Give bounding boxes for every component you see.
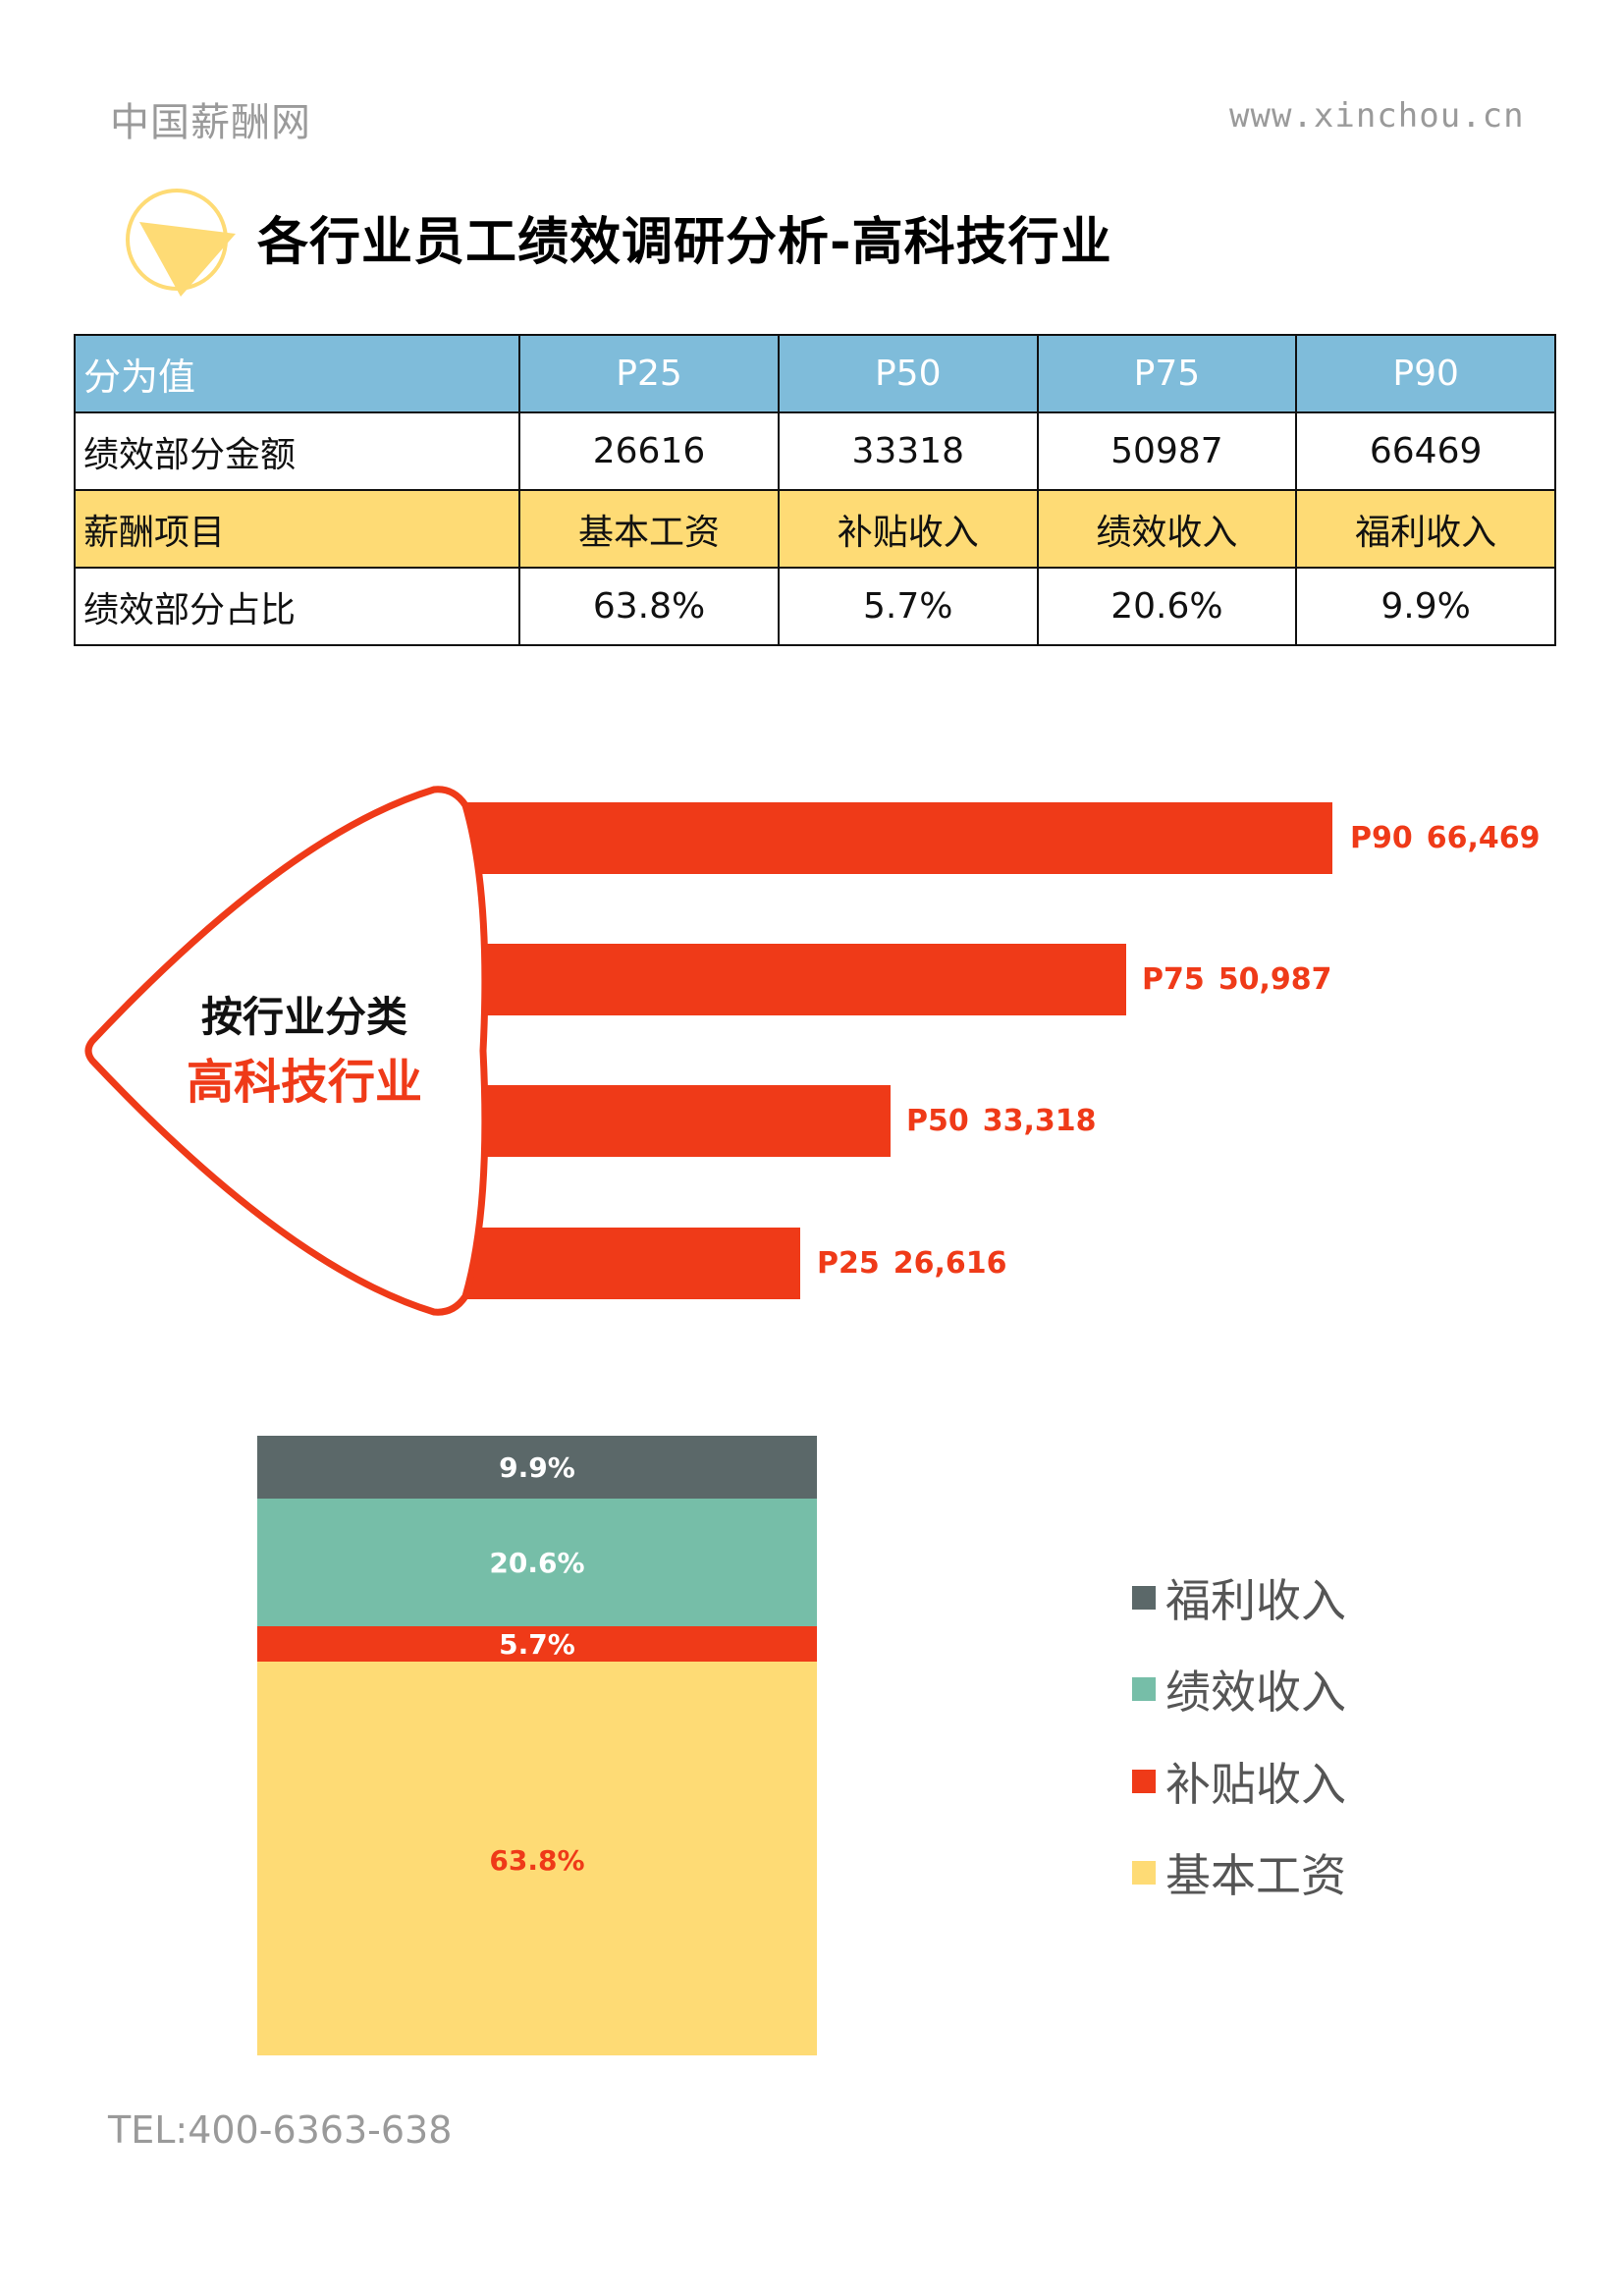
row-label: 绩效部分占比 [73, 567, 521, 646]
segment-welfare: 9.9% [257, 1436, 817, 1499]
table-cell: P75 [1036, 334, 1298, 413]
table-cell: 绩效收入 [1036, 489, 1298, 569]
page-title: 各行业员工绩效调研分析-高科技行业 [257, 213, 1112, 272]
segment-label: 63.8% [489, 1844, 585, 1877]
legend-item: 补贴收入 [1132, 1735, 1346, 1828]
row-label: 分为值 [73, 334, 521, 413]
segment-label: 20.6% [489, 1546, 585, 1579]
category-industry: 高科技行业 [186, 1055, 422, 1110]
legend-swatch-icon [1132, 1861, 1156, 1886]
table-cell: 66469 [1295, 411, 1556, 491]
footer-phone: TEL:400-6363-638 [108, 2108, 453, 2152]
chart-legend: 福利收入 绩效收入 补贴收入 基本工资 [1132, 1552, 1346, 1919]
table-row: 绩效部分占比 63.8% 5.7% 20.6% 9.9% [73, 567, 1556, 646]
table-cell: 5.7% [777, 567, 1039, 646]
table-row: 薪酬项目 基本工资 补贴收入 绩效收入 福利收入 [73, 489, 1556, 569]
bar-label-p25: P25 26,616 [817, 1246, 1007, 1281]
bar-p50 [452, 1085, 891, 1157]
segment-subsidy: 5.7% [257, 1626, 817, 1662]
table-cell: P50 [777, 334, 1039, 413]
legend-label: 福利收入 [1165, 1573, 1346, 1627]
table-cell: 补贴收入 [777, 489, 1039, 569]
segment-base-salary: 63.8% [257, 1662, 817, 2055]
table-cell: P90 [1295, 334, 1556, 413]
table-cell: 9.9% [1295, 567, 1556, 646]
brand-name: 中国薪酬网 [110, 100, 311, 145]
legend-item: 福利收入 [1132, 1552, 1346, 1644]
bar-label-p50: P50 33,318 [906, 1104, 1097, 1138]
yellow-triangle-in-circle-icon [126, 189, 236, 297]
legend-label: 绩效收入 [1165, 1666, 1346, 1720]
segment-label: 5.7% [499, 1627, 575, 1661]
table-cell: 基本工资 [518, 489, 780, 569]
bar-label-p75: P75 50,987 [1142, 962, 1332, 997]
table-row: 绩效部分金额 26616 33318 50987 66469 [73, 411, 1556, 491]
bar-p90 [452, 802, 1332, 874]
row-label: 绩效部分金额 [73, 411, 521, 491]
table-cell: P25 [518, 334, 780, 413]
legend-swatch-icon [1132, 1585, 1156, 1610]
legend-item: 基本工资 [1132, 1828, 1346, 1920]
website-url: www.xinchou.cn [1229, 96, 1525, 136]
legend-swatch-icon [1132, 1769, 1156, 1793]
table-cell: 福利收入 [1295, 489, 1556, 569]
stacked-bar-chart: 9.9% 20.6% 5.7% 63.8% [257, 1436, 817, 2055]
bar-p25 [452, 1228, 800, 1299]
legend-swatch-icon [1132, 1677, 1156, 1702]
table-cell: 20.6% [1036, 567, 1298, 646]
rounded-triangle-frame-icon [84, 786, 489, 1316]
category-heading: 按行业分类 [200, 993, 407, 1041]
table-cell: 50987 [1036, 411, 1298, 491]
percentile-table: 分为值 P25 P50 P75 P90 绩效部分金额 26616 33318 5… [73, 334, 1556, 646]
legend-item: 绩效收入 [1132, 1644, 1346, 1736]
table-cell: 63.8% [518, 567, 780, 646]
table-cell: 33318 [777, 411, 1039, 491]
row-label: 薪酬项目 [73, 489, 521, 569]
legend-label: 补贴收入 [1165, 1757, 1346, 1811]
bar-p75 [452, 944, 1126, 1015]
segment-label: 9.9% [499, 1450, 575, 1484]
legend-label: 基本工资 [1165, 1849, 1346, 1903]
bar-label-p90: P90 66,469 [1350, 821, 1541, 855]
segment-performance: 20.6% [257, 1499, 817, 1626]
table-row: 分为值 P25 P50 P75 P90 [73, 334, 1556, 413]
table-cell: 26616 [518, 411, 780, 491]
